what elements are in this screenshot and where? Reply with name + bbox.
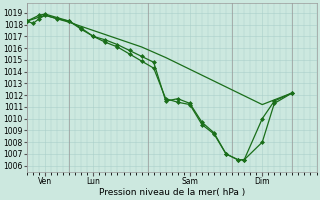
- X-axis label: Pression niveau de la mer( hPa ): Pression niveau de la mer( hPa ): [99, 188, 245, 197]
